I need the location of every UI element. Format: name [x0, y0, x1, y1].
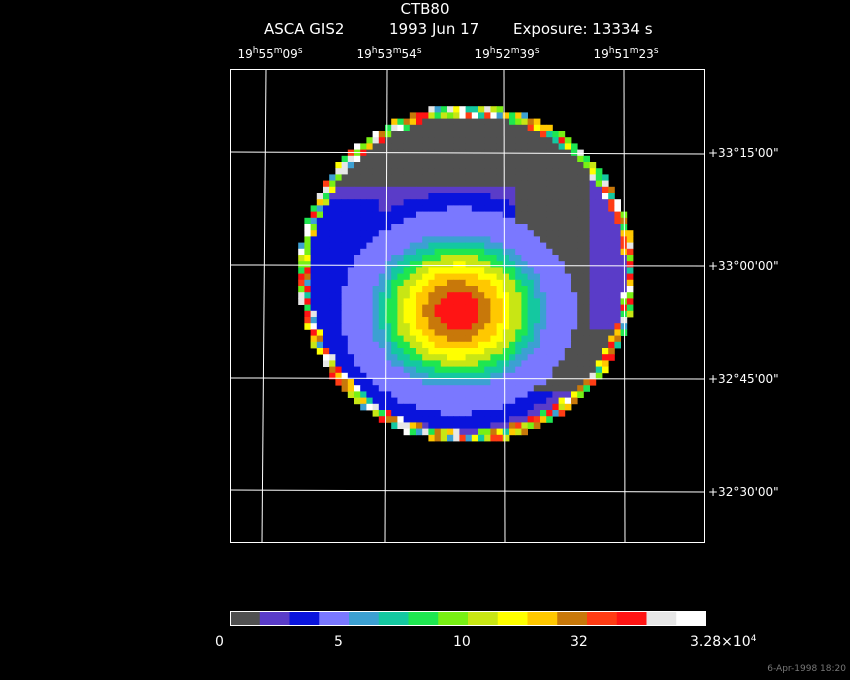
colorbar-label: 10 — [453, 634, 471, 650]
ra-tick-label: 19h52m39s — [474, 46, 540, 61]
colorbar-label: 0 — [215, 634, 224, 650]
colorbar-max-label: 3.28×104 — [690, 634, 757, 650]
colorbar-swatch — [230, 611, 261, 626]
ra-tick-label: 19h53m54s — [356, 46, 422, 61]
dec-tick-label: +32°45'00" — [708, 372, 779, 386]
plot-frame — [230, 69, 705, 543]
ra-grid-line — [261, 69, 267, 543]
timestamp: 6-Apr-1998 18:20 — [767, 664, 846, 674]
ra-grid-line — [503, 69, 506, 543]
dec-grid-line — [230, 489, 705, 493]
exposure-label: Exposure: 13334 s — [513, 20, 653, 38]
ra-tick-label: 19h55m09s — [237, 46, 303, 61]
xray-image-plot — [230, 69, 705, 543]
colorbar-swatch — [676, 611, 706, 626]
colorbar-swatch — [557, 611, 588, 626]
colorbar-swatch — [438, 611, 469, 626]
dec-grid-line — [230, 377, 705, 380]
colorbar-swatch — [319, 611, 350, 626]
image-title: CTB80 — [400, 0, 450, 18]
colorbar-swatch — [378, 611, 409, 626]
colorbar-swatch — [616, 611, 647, 626]
colorbar-swatch — [289, 611, 320, 626]
coordinate-grid — [230, 69, 705, 543]
ra-grid-line — [384, 69, 388, 543]
ra-tick-label: 19h51m23s — [593, 46, 659, 61]
colorbar-swatch — [497, 611, 528, 626]
colorbar-swatch — [259, 611, 290, 626]
dec-tick-label: +33°15'00" — [708, 146, 779, 160]
colorbar-swatch — [587, 611, 618, 626]
colorbar-swatch — [408, 611, 439, 626]
colorbar-swatches — [230, 611, 706, 626]
colorbar-swatch — [468, 611, 499, 626]
instrument-label: ASCA GIS2 — [264, 20, 345, 38]
dec-grid-line — [230, 151, 705, 155]
colorbar-swatch — [646, 611, 677, 626]
colorbar — [230, 611, 706, 626]
colorbar-label: 32 — [570, 634, 588, 650]
dec-tick-label: +33°00'00" — [708, 259, 779, 273]
colorbar-label: 5 — [334, 634, 343, 650]
dec-grid-line — [230, 264, 705, 267]
image-pixels — [298, 106, 634, 442]
observation-date: 1993 Jun 17 — [389, 20, 480, 38]
ra-grid-line — [623, 69, 626, 543]
colorbar-frame — [230, 611, 706, 626]
dec-tick-label: +32°30'00" — [708, 485, 779, 499]
colorbar-swatch — [349, 611, 380, 626]
colorbar-swatch — [527, 611, 558, 626]
